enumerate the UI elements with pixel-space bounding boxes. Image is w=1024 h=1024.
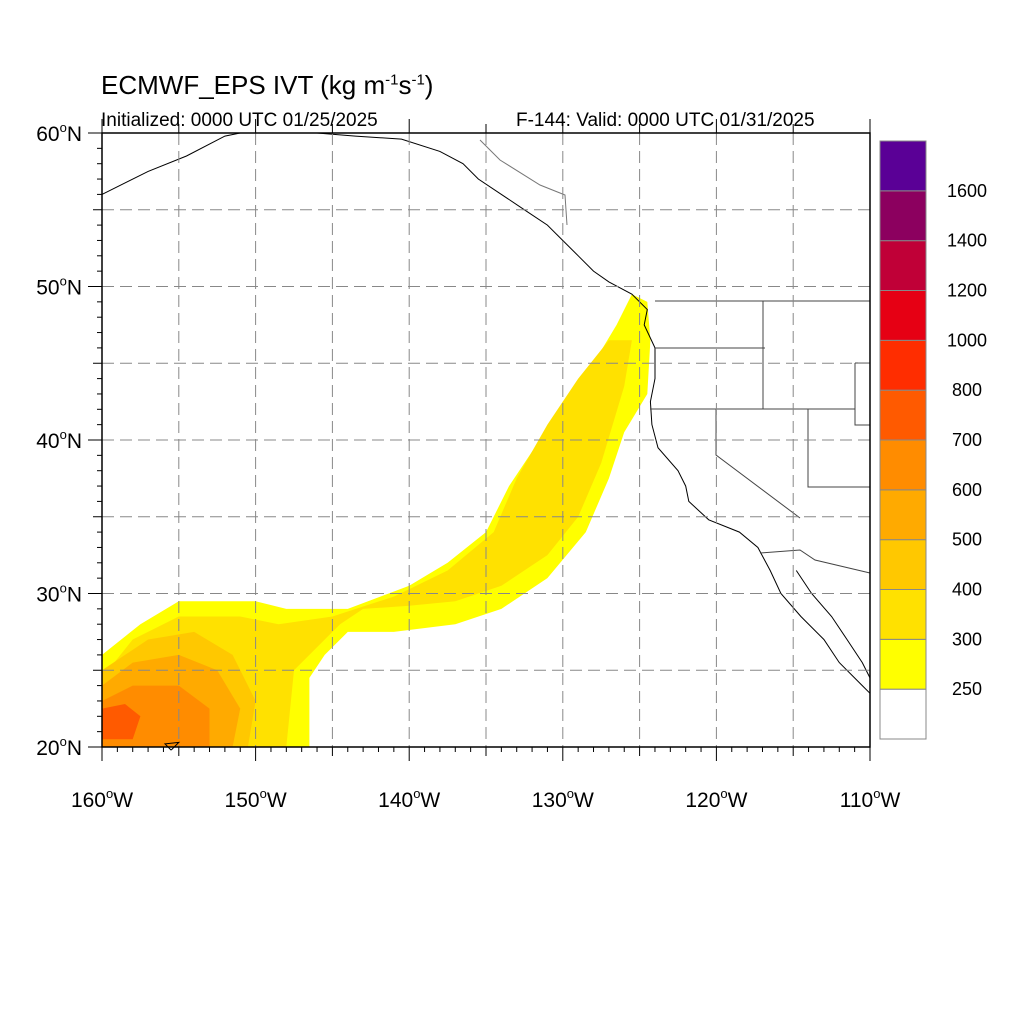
colorbar-label: 300 bbox=[952, 629, 982, 649]
colorbar-swatch bbox=[879, 439, 927, 491]
border-nv-ut bbox=[807, 409, 870, 488]
axis-ticks bbox=[88, 119, 871, 761]
ivt-plume bbox=[102, 294, 651, 747]
colorbar-swatch bbox=[879, 489, 927, 541]
lon-label: 150oW bbox=[225, 786, 287, 812]
colorbar-label: 1600 bbox=[947, 181, 987, 201]
lon-label: 130oW bbox=[532, 786, 594, 812]
colorbar-swatch bbox=[879, 688, 927, 740]
colorbar-label: 500 bbox=[952, 530, 982, 550]
lat-label: 50oN bbox=[36, 274, 82, 300]
border-bc-ak bbox=[479, 139, 568, 226]
colorbar-swatch bbox=[879, 240, 927, 292]
colorbar-swatch bbox=[879, 638, 927, 690]
colorbar-swatch bbox=[879, 389, 927, 441]
colorbar-label: 1200 bbox=[947, 281, 987, 301]
colorbar-swatch bbox=[879, 290, 927, 341]
colorbar-label: 1400 bbox=[947, 231, 987, 251]
plume-700 bbox=[102, 704, 141, 740]
title-sup-2: -1 bbox=[411, 71, 425, 89]
coastline-na bbox=[316, 132, 871, 694]
initialized-label: Initialized: 0000 UTC 01/25/2025 bbox=[101, 110, 378, 131]
lon-label: 140oW bbox=[378, 786, 440, 812]
colorbar-swatch bbox=[879, 589, 927, 640]
colorbar-label: 700 bbox=[952, 430, 982, 450]
title-sup-1: -1 bbox=[385, 71, 399, 89]
lat-lon-grid bbox=[102, 133, 870, 747]
border-us-mexico bbox=[759, 549, 871, 574]
chart-title: ECMWF_EPS IVT (kg m-1s-1) bbox=[101, 70, 433, 101]
lon-label: 120oW bbox=[685, 786, 747, 812]
plume-300 bbox=[102, 340, 632, 747]
axis-labels: 160oW 150oW 140oW 130oW 120oW 110oW 20oN 30oN 40… bbox=[36, 120, 900, 812]
lon-label: 160oW bbox=[71, 786, 133, 812]
colorbar-swatch bbox=[879, 190, 927, 242]
lon-label: 110oW bbox=[840, 786, 901, 812]
coastline bbox=[101, 132, 241, 195]
colorbar: 250 300 400 500 600 700 800 1000 1200 1400 1600 bbox=[879, 140, 987, 740]
lat-label: 40oN bbox=[36, 427, 82, 453]
title-main: ECMWF_EPS IVT (kg m bbox=[101, 70, 386, 100]
border-ca-nv bbox=[715, 409, 801, 519]
colorbar-label: 400 bbox=[952, 580, 982, 600]
lat-label: 30oN bbox=[36, 581, 82, 607]
title-mid: s bbox=[398, 70, 412, 100]
border-ut-co bbox=[854, 362, 871, 426]
colorbar-label: 1000 bbox=[947, 330, 987, 350]
lat-label: 60oN bbox=[36, 120, 82, 146]
valid-label: F-144: Valid: 0000 UTC 01/31/2025 bbox=[516, 110, 815, 131]
colorbar-swatch bbox=[879, 140, 927, 192]
colorbar-swatch bbox=[879, 539, 927, 591]
coastline-baja-gulf bbox=[795, 570, 871, 679]
colorbar-swatch bbox=[879, 339, 927, 391]
title-end: ) bbox=[424, 70, 434, 100]
colorbar-label: 250 bbox=[952, 679, 982, 699]
lat-label: 20oN bbox=[36, 734, 82, 760]
colorbar-label: 800 bbox=[952, 380, 982, 400]
colorbar-label: 600 bbox=[952, 480, 982, 500]
